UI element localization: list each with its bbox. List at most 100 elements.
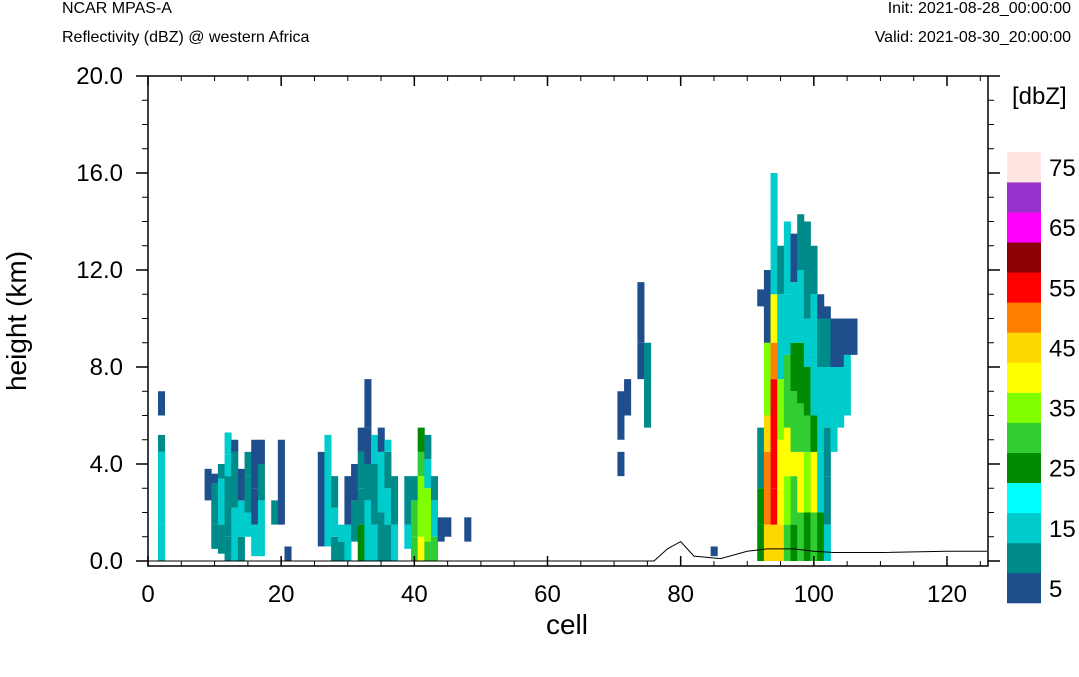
reflectivity-cell xyxy=(257,464,265,501)
reflectivity-cell xyxy=(790,524,798,561)
reflectivity-cell xyxy=(783,476,791,525)
reflectivity-cell xyxy=(251,439,259,489)
reflectivity-cell xyxy=(317,451,325,547)
reflectivity-cell xyxy=(790,342,798,392)
reflectivity-cell xyxy=(843,318,851,355)
reflectivity-cell xyxy=(763,270,771,343)
reflectivity-cell xyxy=(224,432,232,455)
chart-title: NCAR MPAS-A xyxy=(62,0,172,17)
colorbar-swatch xyxy=(1007,332,1041,363)
colorbar-tick-label: 55 xyxy=(1049,275,1076,302)
reflectivity-cell xyxy=(157,524,166,561)
reflectivity-cell xyxy=(404,524,412,549)
reflectivity-cell xyxy=(783,294,791,355)
colorbar-tick-label: 65 xyxy=(1049,215,1076,242)
reflectivity-cell xyxy=(777,488,785,525)
reflectivity-cell xyxy=(790,233,798,283)
reflectivity-cell xyxy=(411,536,419,561)
y-tick-label: 20.0 xyxy=(76,63,123,90)
reflectivity-cell xyxy=(770,488,778,525)
colorbar-swatch xyxy=(1007,542,1041,574)
reflectivity-cell xyxy=(817,318,825,367)
reflectivity-cell xyxy=(763,342,771,416)
colorbar-swatch xyxy=(1007,392,1041,423)
reflectivity-cell xyxy=(204,468,212,501)
reflectivity-cell xyxy=(211,473,219,484)
colorbar-swatch xyxy=(1007,422,1041,453)
reflectivity-cell xyxy=(237,468,245,501)
reflectivity-cell xyxy=(237,536,245,561)
reflectivity-cell xyxy=(430,476,439,501)
reflectivity-cell xyxy=(244,451,252,477)
colorbar-swatch xyxy=(1007,302,1041,333)
reflectivity-cell xyxy=(797,403,805,452)
reflectivity-cell xyxy=(224,454,232,477)
reflectivity-cell xyxy=(157,434,166,452)
reflectivity-cell xyxy=(823,306,831,319)
colorbar-swatch xyxy=(1007,452,1041,484)
colorbar-tick-label: 35 xyxy=(1049,396,1076,423)
reflectivity-cell xyxy=(337,541,345,561)
reflectivity-cell xyxy=(437,517,445,542)
reflectivity-cell xyxy=(823,367,831,428)
reflectivity-cell xyxy=(810,415,818,452)
terrain-line xyxy=(148,540,987,562)
reflectivity-cell xyxy=(837,367,845,428)
reflectivity-cell xyxy=(803,367,811,416)
colorbar-unit-label: [dbZ] xyxy=(1012,83,1067,110)
reflectivity-cell xyxy=(817,367,825,452)
reflectivity-cell xyxy=(377,451,385,513)
reflectivity-cell xyxy=(617,391,625,440)
reflectivity-cell xyxy=(790,476,798,525)
colorbar-swatch xyxy=(1007,272,1041,303)
reflectivity-cell xyxy=(843,354,851,416)
reflectivity-cell xyxy=(324,451,332,525)
reflectivity-cell xyxy=(777,439,785,489)
reflectivity-cell xyxy=(224,476,232,537)
reflectivity-cell xyxy=(364,379,372,428)
reflectivity-cell xyxy=(351,500,359,542)
reflectivity-cell xyxy=(617,451,625,477)
reflectivity-cell xyxy=(710,546,718,557)
reflectivity-cell xyxy=(284,546,292,561)
reflectivity-cell xyxy=(357,451,365,489)
reflectivity-cell xyxy=(637,282,645,343)
reflectivity-cell xyxy=(424,459,432,489)
reflectivity-cell xyxy=(837,318,845,367)
reflectivity-cell xyxy=(331,476,339,508)
reflectivity-cell xyxy=(817,294,825,319)
reflectivity-cell xyxy=(371,464,379,525)
y-tick-label: 0.0 xyxy=(90,548,123,575)
reflectivity-cell xyxy=(770,294,778,343)
reflectivity-cell xyxy=(217,478,225,525)
reflectivity-cell xyxy=(763,451,771,525)
colorbar-swatch xyxy=(1007,242,1041,273)
reflectivity-cell xyxy=(803,415,811,452)
reflectivity-cell xyxy=(377,512,385,561)
reflectivity-cell xyxy=(384,524,392,561)
reflectivity-cell xyxy=(351,464,359,501)
x-tick-label: 0 xyxy=(141,581,154,608)
reflectivity-cell xyxy=(830,367,838,416)
reflectivity-cell xyxy=(797,342,805,404)
x-tick-label: 20 xyxy=(268,581,295,608)
colorbar-tick-label: 5 xyxy=(1049,576,1062,603)
reflectivity-cell xyxy=(384,488,392,525)
valid-time: Valid: 2021-08-30_20:00:00 xyxy=(874,29,1071,46)
reflectivity-cell xyxy=(157,391,166,416)
reflectivity-cell xyxy=(757,427,765,489)
reflectivity-cell xyxy=(817,512,825,561)
reflectivity-cell xyxy=(783,524,791,561)
reflectivity-cell xyxy=(770,379,778,489)
reflectivity-cell xyxy=(830,318,838,367)
reflectivity-cell xyxy=(244,476,252,513)
reflectivity-cell xyxy=(257,500,265,557)
reflectivity-cell xyxy=(817,451,825,513)
reflectivity-cell xyxy=(251,524,259,557)
reflectivity-cell xyxy=(337,524,345,542)
reflectivity-cell xyxy=(770,524,778,561)
reflectivity-cell xyxy=(231,507,239,561)
reflectivity-cell xyxy=(777,245,785,295)
reflectivity-cell xyxy=(411,500,419,537)
